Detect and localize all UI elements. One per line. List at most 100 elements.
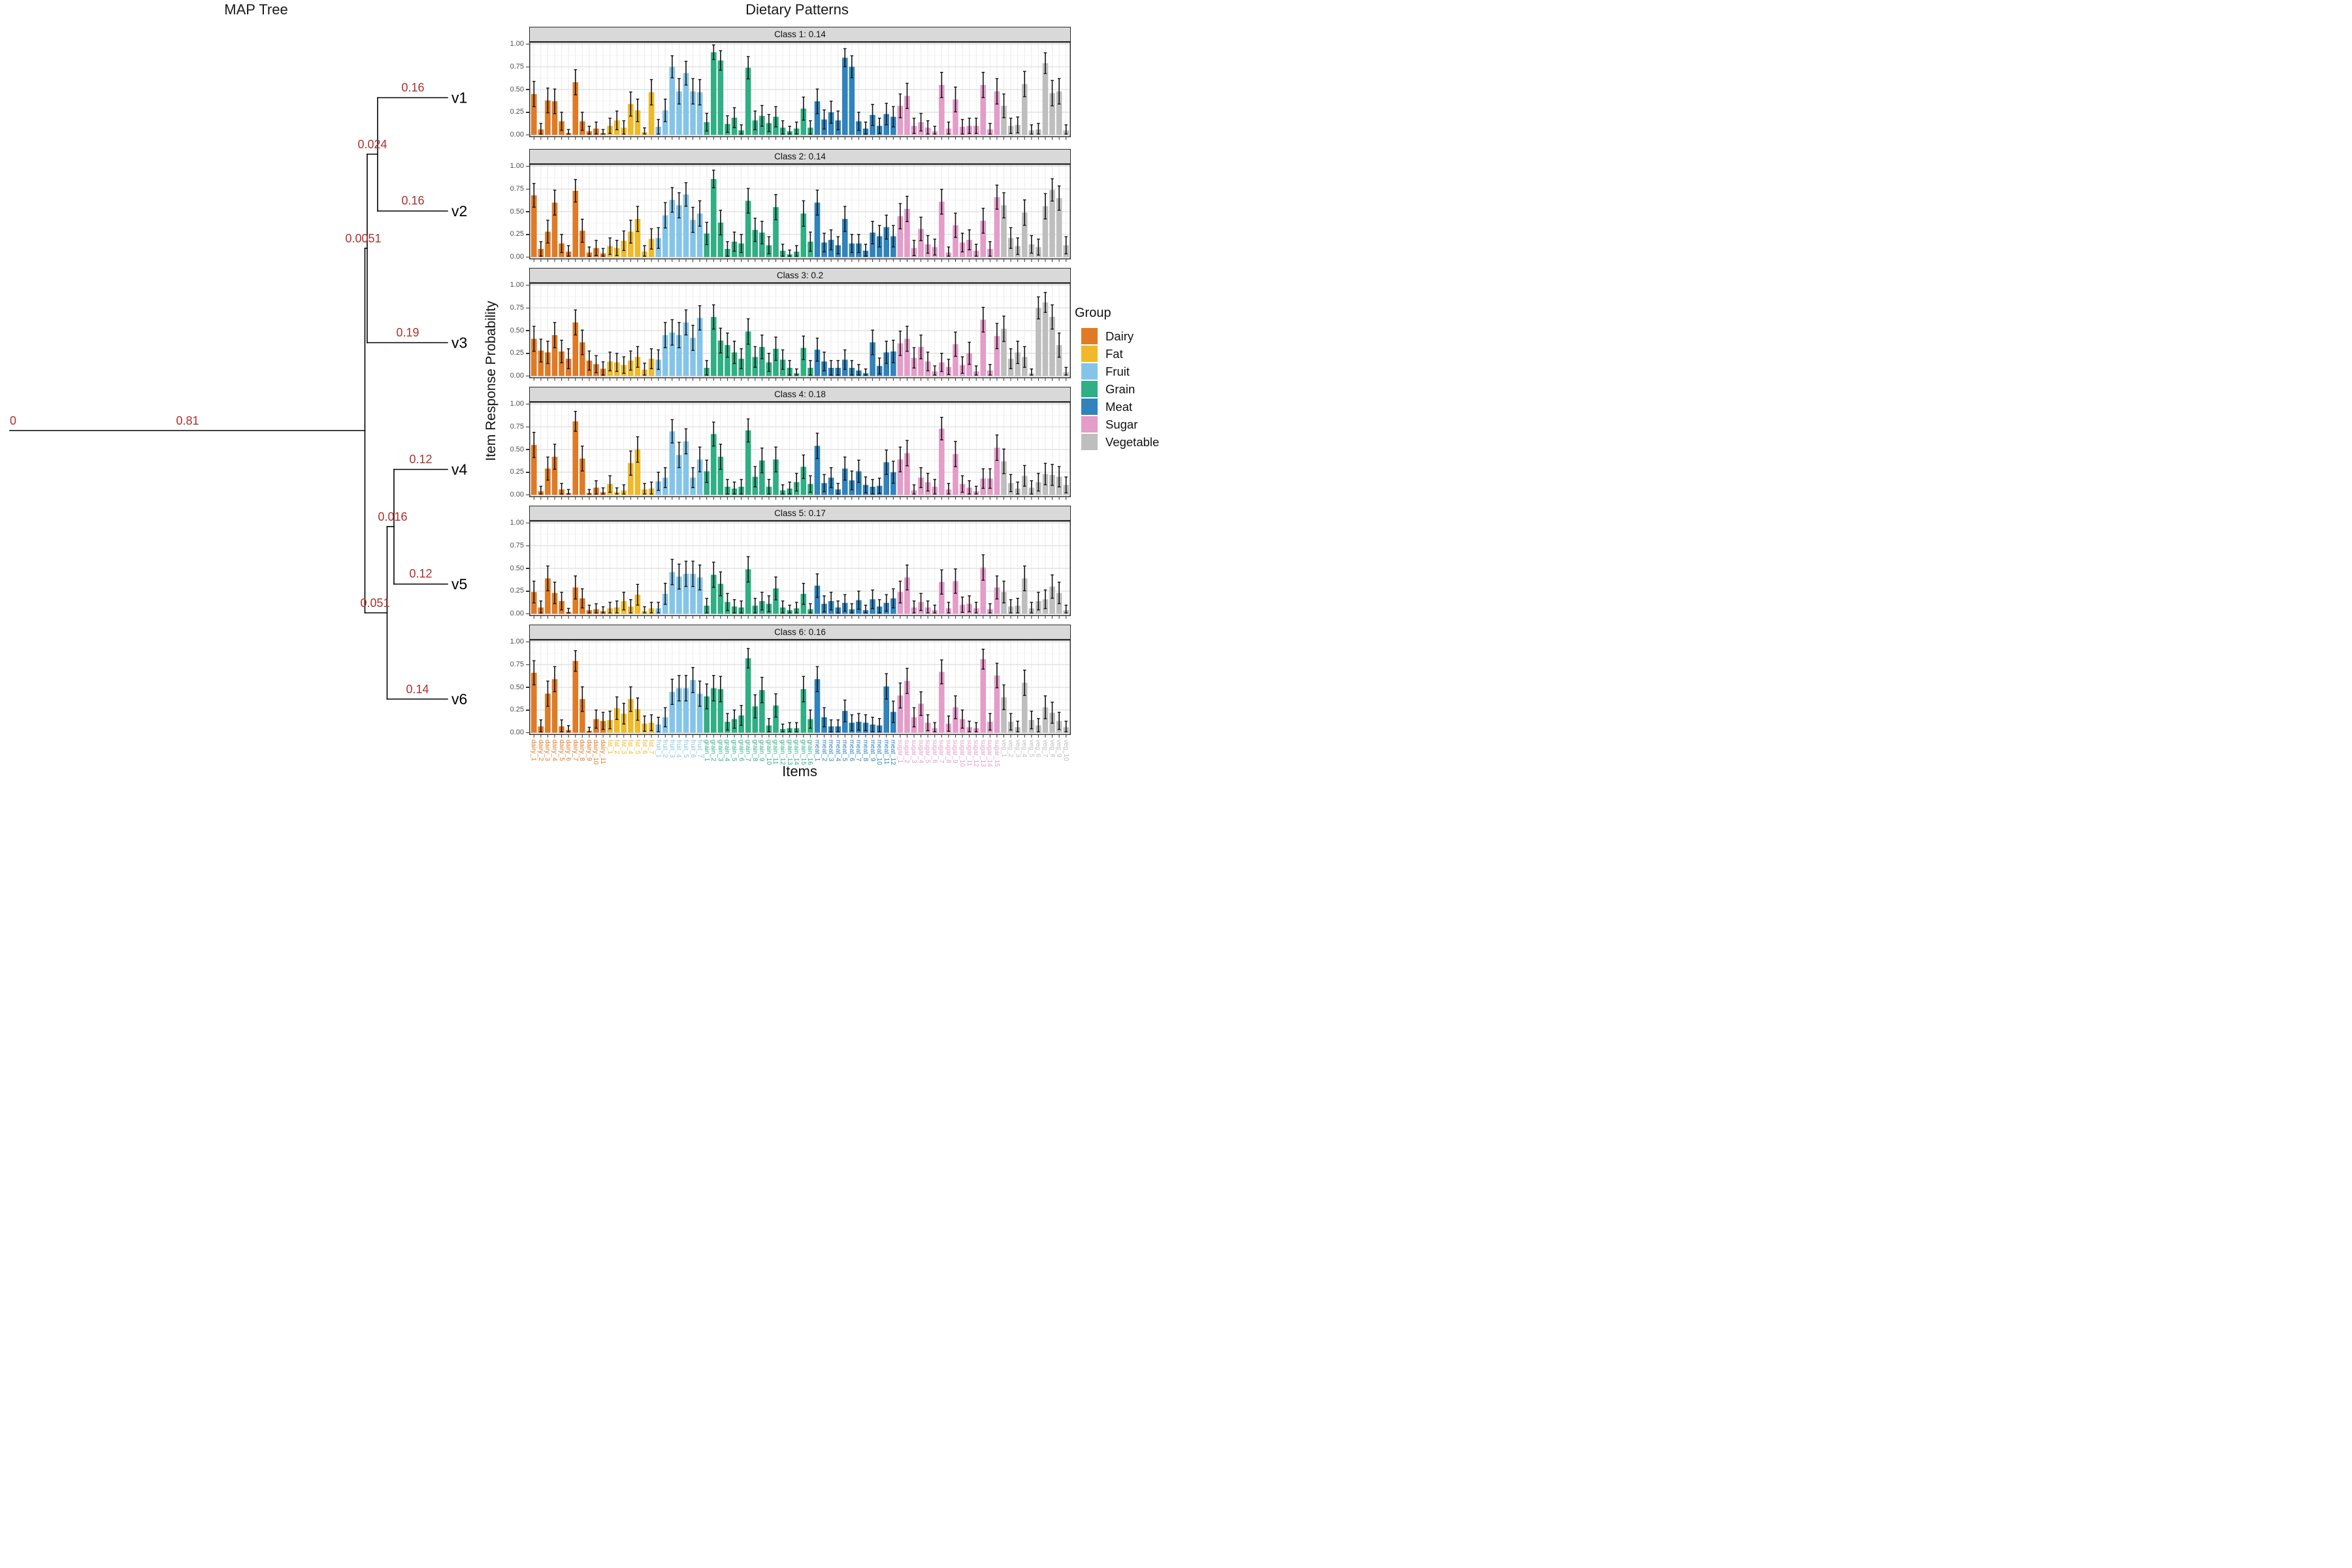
item-label: sugar_3: [910, 740, 918, 764]
bar: [717, 340, 724, 376]
y-tick-label: 0.00: [510, 491, 524, 498]
legend-entry-meat: Meat: [1075, 398, 1159, 416]
y-tick-mark: [526, 256, 529, 258]
bar: [897, 695, 904, 733]
bar: [710, 317, 717, 376]
bar: [696, 213, 703, 257]
item-label: grain_16: [806, 740, 814, 765]
y-tick-mark: [526, 568, 529, 569]
branch-length-label: 0.016: [378, 510, 407, 523]
item-label: veg_8: [1048, 740, 1056, 758]
bar: [580, 699, 585, 733]
bar: [773, 459, 779, 495]
bar: [683, 73, 689, 135]
legend-entry-fat: Fat: [1075, 345, 1159, 363]
item-label: grain_2: [710, 740, 717, 762]
y-tick-mark: [526, 134, 529, 136]
item-label: meat_2: [820, 740, 828, 762]
bar: [856, 471, 862, 495]
y-tick-mark: [526, 472, 529, 473]
facet-plot: [529, 402, 1071, 500]
bar: [1049, 586, 1055, 614]
y-tick-mark: [526, 732, 529, 734]
legend-title: Group: [1075, 306, 1111, 320]
bar: [551, 203, 558, 257]
legend-swatch-meat: [1081, 399, 1098, 415]
y-tick-label: 0.00: [510, 131, 524, 139]
facet-strip-label: Class 5: 0.17: [774, 508, 826, 518]
bar: [669, 67, 676, 135]
bar: [773, 705, 779, 733]
item-label: veg_2: [1007, 740, 1015, 758]
bar: [669, 431, 676, 495]
facet-strip: Class 3: 0.2: [529, 268, 1071, 283]
bar: [1049, 93, 1055, 135]
bar: [745, 331, 751, 376]
bar: [980, 659, 987, 733]
item-label: veg_7: [1041, 740, 1049, 758]
bar: [759, 460, 765, 495]
bar: [814, 350, 821, 376]
bar: [531, 445, 537, 495]
item-label: fruit_6: [689, 740, 696, 758]
y-tick-label: 0.00: [510, 728, 524, 736]
tree-leaf-label: v2: [451, 203, 467, 220]
item-label: sugar_10: [958, 740, 966, 767]
bar: [897, 343, 904, 376]
bar: [717, 457, 724, 495]
y-tick-label: 0.75: [510, 660, 524, 668]
item-label: sugar_14: [986, 740, 994, 767]
bar: [897, 216, 904, 257]
item-label: meat_3: [827, 740, 835, 762]
bar: [994, 587, 1000, 614]
legend-label: Vegetable: [1105, 434, 1160, 449]
item-label: veg_4: [1021, 740, 1028, 758]
facet-strip: Class 4: 0.18: [529, 387, 1071, 402]
bar: [531, 93, 537, 135]
item-label: dairy_5: [557, 740, 565, 761]
y-tick-label: 0.50: [510, 326, 524, 335]
map-tree-title: MAP Tree: [224, 1, 288, 18]
bar: [538, 350, 544, 376]
bar: [939, 85, 945, 135]
bar: [773, 348, 779, 376]
tree-leaf-label: v3: [451, 335, 467, 351]
bar: [545, 352, 551, 376]
item-label: meat_9: [868, 740, 876, 762]
facet-strip: Class 5: 0.17: [529, 506, 1071, 521]
legend-entry-veg: Vegetable: [1075, 433, 1159, 451]
bar: [572, 661, 579, 733]
bar: [814, 679, 821, 733]
bar: [710, 178, 717, 257]
y-tick-mark: [526, 710, 529, 711]
y-tick-mark: [526, 330, 529, 331]
facet-strip-label: Class 6: 0.16: [774, 627, 826, 637]
item-label: sugar_15: [992, 740, 1000, 767]
error-bars: [532, 410, 1068, 495]
y-tick-label: 0.25: [510, 587, 524, 595]
y-tick-mark: [526, 234, 529, 235]
bar: [704, 471, 710, 495]
dietary-patterns-title: Dietary Patterns: [745, 1, 849, 18]
bar: [1049, 317, 1055, 376]
facet-panel: Class 2: 0.14 1.00 0.75 0.50 0.25 0.00: [500, 149, 1071, 262]
bar: [814, 203, 821, 257]
item-label: sugar_2: [903, 740, 911, 764]
bar: [745, 67, 751, 135]
bar: [634, 449, 641, 495]
y-tick-label: 0.25: [510, 230, 524, 238]
bar: [634, 110, 641, 135]
bar: [814, 446, 821, 495]
item-label: grain_11: [772, 740, 779, 765]
bar: [953, 707, 958, 733]
bar: [994, 448, 1000, 495]
item-label: fat_6: [640, 740, 648, 755]
facet-strip-label: Class 2: 0.14: [774, 152, 826, 161]
bar: [1021, 683, 1028, 733]
y-tick-mark: [526, 112, 529, 113]
bar: [628, 463, 634, 495]
branch-length-label: 0.19: [396, 326, 419, 339]
bar: [669, 199, 676, 257]
tree-edges: [9, 97, 448, 700]
facet-panel: Class 4: 0.18 1.00 0.75 0.50 0.25 0.00: [500, 387, 1071, 500]
